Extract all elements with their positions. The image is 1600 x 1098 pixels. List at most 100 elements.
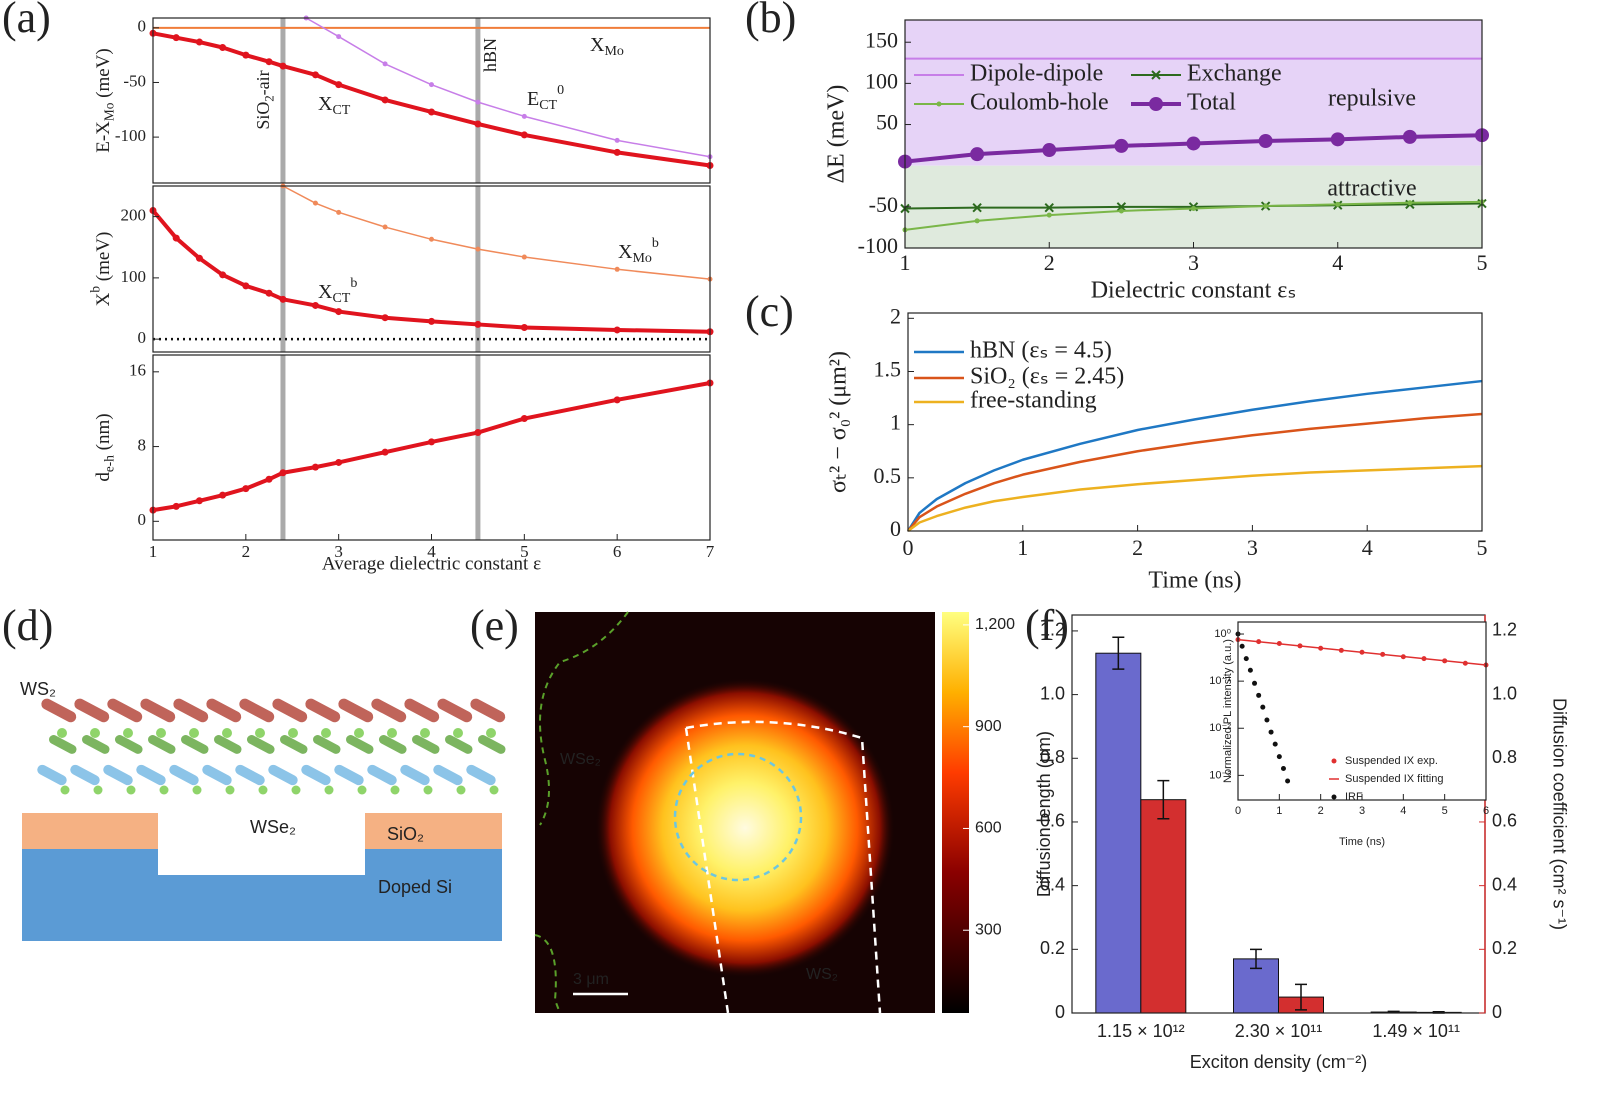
atom-bond <box>74 698 110 723</box>
text-part: b <box>652 236 659 251</box>
atom <box>90 728 100 738</box>
atom <box>456 785 466 795</box>
atom <box>324 785 334 795</box>
series-line <box>152 31 711 168</box>
marker <box>1330 132 1345 147</box>
marker <box>520 415 528 423</box>
marker <box>1272 741 1278 747</box>
region-label: repulsive <box>1328 86 1416 112</box>
atom-bond <box>239 698 275 723</box>
marker <box>613 326 621 334</box>
region-label: attractive <box>1327 176 1416 202</box>
text-part: e-h <box>102 455 117 472</box>
diagram-label: WS₂ <box>20 679 56 699</box>
marker <box>475 99 481 105</box>
x-tick-label: 5 <box>1442 805 1448 817</box>
atom-bond <box>477 735 506 754</box>
x-tick-label: 3 <box>1359 805 1365 817</box>
legend-label: Suspended IX fitting <box>1345 773 1443 785</box>
text-part: -air <box>253 70 273 95</box>
atom <box>255 728 265 738</box>
text-part: E-X <box>93 121 114 153</box>
marker <box>1191 205 1196 211</box>
atom-bond <box>433 764 463 786</box>
legend-swatch <box>1331 758 1337 764</box>
y-tick-label: 0 <box>138 17 147 36</box>
x-tick-label: 2.30 × 10¹¹ <box>1235 1021 1323 1041</box>
text-part: b <box>87 286 102 293</box>
atom <box>420 728 430 738</box>
marker <box>1042 143 1057 158</box>
atom <box>156 728 166 738</box>
y-tick-label: 0 <box>890 516 901 541</box>
marker <box>475 246 481 252</box>
marker <box>312 200 318 206</box>
legend-label: free-standing <box>970 388 1097 414</box>
text-part: X <box>318 93 333 115</box>
text-part: X <box>318 281 333 303</box>
text-part: Mo <box>604 44 623 59</box>
x-tick-label: 1 <box>900 250 911 275</box>
y-tick-label: 1 <box>890 410 901 435</box>
text-part: E <box>527 88 539 110</box>
series-line <box>151 209 711 334</box>
bar <box>1140 799 1187 1014</box>
atom <box>225 785 235 795</box>
atom-bond <box>37 764 67 786</box>
panel-label: (b) <box>745 0 796 42</box>
y-tick-label: 0.2 <box>1040 938 1065 958</box>
error-bar <box>1112 636 1125 670</box>
atom-bond <box>246 735 275 754</box>
text-part: CT <box>332 291 350 306</box>
atom <box>126 785 136 795</box>
marker <box>195 38 203 46</box>
x-axis-label: Average dielectric constant ε <box>322 553 541 574</box>
marker <box>613 148 621 156</box>
marker <box>335 308 343 316</box>
atom-bond <box>272 698 308 723</box>
legend-label: Total <box>1187 90 1236 116</box>
marker <box>474 320 482 328</box>
y-tick-label: 2 <box>890 303 901 328</box>
colorbar-label: 900 <box>975 718 1002 735</box>
marker <box>311 463 319 471</box>
atom-bond <box>140 698 176 723</box>
series-line <box>305 17 711 158</box>
atom <box>291 785 301 795</box>
atom-bond <box>114 735 143 754</box>
marker <box>520 323 528 331</box>
marker <box>972 202 982 213</box>
y-tick-label: 1.0 <box>1040 683 1065 703</box>
x-tick-label: 5 <box>520 542 529 561</box>
atom-bond <box>180 735 209 754</box>
x-tick-label: 2 <box>1132 535 1143 560</box>
text-part: 2 <box>262 95 276 101</box>
error-bar <box>1250 948 1262 970</box>
atom <box>357 785 367 795</box>
marker <box>1407 200 1413 206</box>
atom-bond <box>345 735 374 754</box>
marker <box>172 234 180 242</box>
y-tick-label: 10⁻³ <box>1209 769 1231 781</box>
atom <box>222 728 232 738</box>
panel-label: (c) <box>745 287 794 336</box>
x-tick-label: 6 <box>613 542 622 561</box>
y-tick-label: -50 <box>123 71 146 90</box>
marker <box>172 34 180 42</box>
y-tick-label: 0 <box>138 328 147 347</box>
x-tick-label: 4 <box>1400 805 1406 817</box>
marker <box>219 271 227 279</box>
marker <box>1280 765 1286 771</box>
y2-tick-label: 1.0 <box>1492 683 1517 703</box>
error-bar <box>1157 779 1170 820</box>
atom <box>321 728 331 738</box>
series-label: XMob <box>618 236 659 266</box>
atom-bond <box>400 764 430 786</box>
atom-bond <box>48 735 77 754</box>
marker <box>1252 680 1258 686</box>
y-tick-label: 0.8 <box>1040 747 1065 767</box>
text-part: X <box>590 34 605 56</box>
x-tick-label: 2 <box>1044 250 1055 275</box>
text-part: b <box>350 276 357 291</box>
x-axis-label: Time (ns) <box>1148 568 1241 594</box>
